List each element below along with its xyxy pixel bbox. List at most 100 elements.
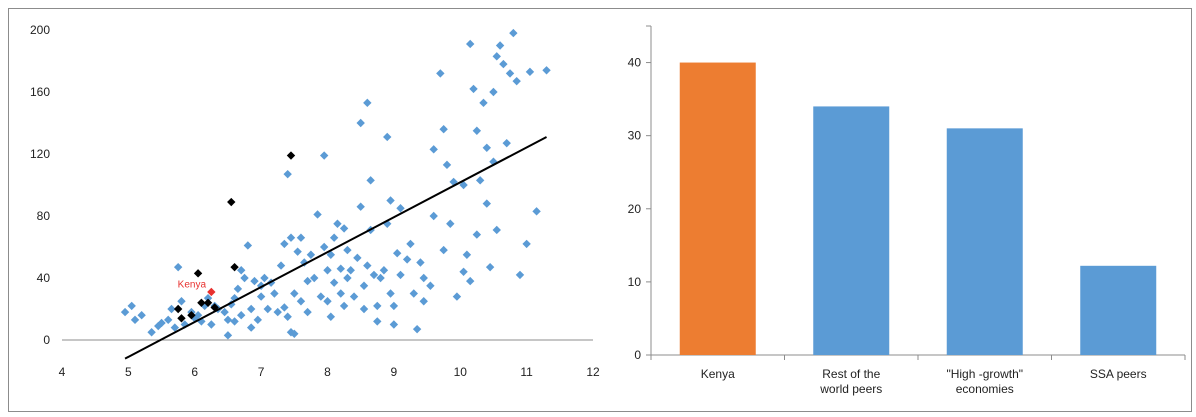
scatter-point [230, 317, 239, 326]
scatter-point [177, 314, 186, 323]
scatter-point [193, 269, 203, 278]
scatter-point [512, 76, 521, 86]
scatter-point [396, 270, 405, 280]
scatter-point [356, 202, 365, 211]
scatter-point [246, 304, 256, 314]
scatter-point [412, 324, 422, 334]
scatter-x-tick-label: 4 [59, 365, 66, 379]
scatter-point [286, 151, 296, 160]
scatter-point [492, 52, 501, 61]
scatter-point [319, 242, 329, 252]
scatter-y-tick-label: 80 [37, 209, 51, 223]
scatter-point [250, 276, 259, 286]
scatter-x-tick-label: 6 [191, 365, 198, 379]
scatter-point [316, 292, 326, 301]
scatter-point [276, 261, 286, 270]
bar-category-label-line: SSA peers [1090, 367, 1147, 381]
scatter-point [237, 266, 246, 275]
scatter-point [130, 315, 140, 325]
scatter-point [203, 293, 213, 303]
scatter-point [482, 199, 491, 208]
scatter-point [522, 239, 531, 249]
scatter-point [489, 157, 498, 166]
scatter-point [489, 87, 498, 97]
scatter-point [223, 331, 233, 340]
scatter-point [220, 307, 229, 317]
scatter-point [349, 292, 359, 301]
bar-category-label-line: Kenya [701, 367, 735, 381]
scatter-point [230, 262, 239, 272]
scatter-x-tick-label: 10 [454, 365, 468, 379]
scatter-point [120, 307, 130, 317]
scatter-point [339, 301, 349, 311]
scatter-x-tick-label: 11 [520, 365, 533, 379]
scatter-point [203, 298, 213, 307]
bar-category-label: Rest of the world peers [819, 367, 882, 396]
scatter-point [296, 233, 306, 242]
scatter-point [459, 267, 468, 276]
scatter-point [402, 255, 412, 264]
scatter-point [286, 233, 296, 242]
scatter-point [237, 311, 246, 320]
scatter-point [419, 273, 428, 283]
bar-category-label: Kenya [701, 367, 735, 381]
scatter-point [319, 151, 329, 160]
scatter-point [270, 289, 279, 298]
scatter-point [303, 276, 312, 286]
scatter-y-tick-label: 0 [43, 333, 50, 347]
scatter-point [373, 317, 382, 326]
scatter-point [329, 278, 339, 287]
scatter-point [263, 304, 272, 314]
scatter-point [369, 270, 379, 280]
scatter-point [290, 289, 299, 298]
scatter-y-tick-label: 200 [30, 23, 50, 37]
scatter-point [296, 297, 306, 306]
bar-category-label-line: economies [956, 382, 1014, 396]
scatter-point [137, 311, 146, 320]
bar-category-label: SSA peers [1090, 367, 1147, 381]
scatter-point [290, 329, 299, 338]
scatter-point [509, 28, 518, 38]
scatter-trendline [124, 136, 548, 360]
scatter-point [343, 273, 352, 283]
scatter-point [383, 132, 392, 142]
scatter-point [323, 266, 332, 275]
scatter-point [386, 289, 395, 298]
scatter-point [376, 273, 385, 283]
scatter-point [240, 273, 249, 283]
scatter-point [426, 281, 435, 290]
scatter-point [389, 320, 399, 329]
scatter-point [233, 284, 243, 294]
bar-y-tick-label: 30 [628, 129, 642, 143]
bar [679, 62, 756, 356]
scatter-point [173, 262, 183, 272]
scatter-point [472, 126, 482, 135]
bar-y-tick-label: 20 [628, 202, 642, 216]
scatter-y-tick-label: 160 [30, 85, 50, 99]
scatter-point [306, 250, 316, 259]
scatter-point [246, 323, 256, 332]
scatter-point [329, 233, 339, 242]
figure-frame [8, 8, 1192, 412]
bar-y-tick-label: 0 [634, 348, 641, 362]
bar-y-tick-label: 10 [628, 275, 642, 289]
scatter-point [502, 138, 511, 148]
scatter-point [207, 287, 216, 297]
scatter-point [386, 196, 395, 205]
scatter-point [193, 311, 203, 320]
scatter-point [127, 301, 136, 311]
scatter-point [442, 160, 452, 170]
bar-category-label-line: "High -growth" [946, 367, 1023, 381]
scatter-point [479, 98, 488, 108]
scatter-point [280, 239, 289, 249]
scatter-point [326, 250, 336, 259]
scatter-point [177, 297, 186, 306]
scatter-point [505, 69, 515, 78]
scatter-point [525, 67, 535, 77]
scatter-point [339, 224, 349, 233]
scatter-point [419, 297, 428, 306]
scatter-point [466, 276, 475, 286]
bar-category-label-line: Rest of the [822, 367, 880, 381]
